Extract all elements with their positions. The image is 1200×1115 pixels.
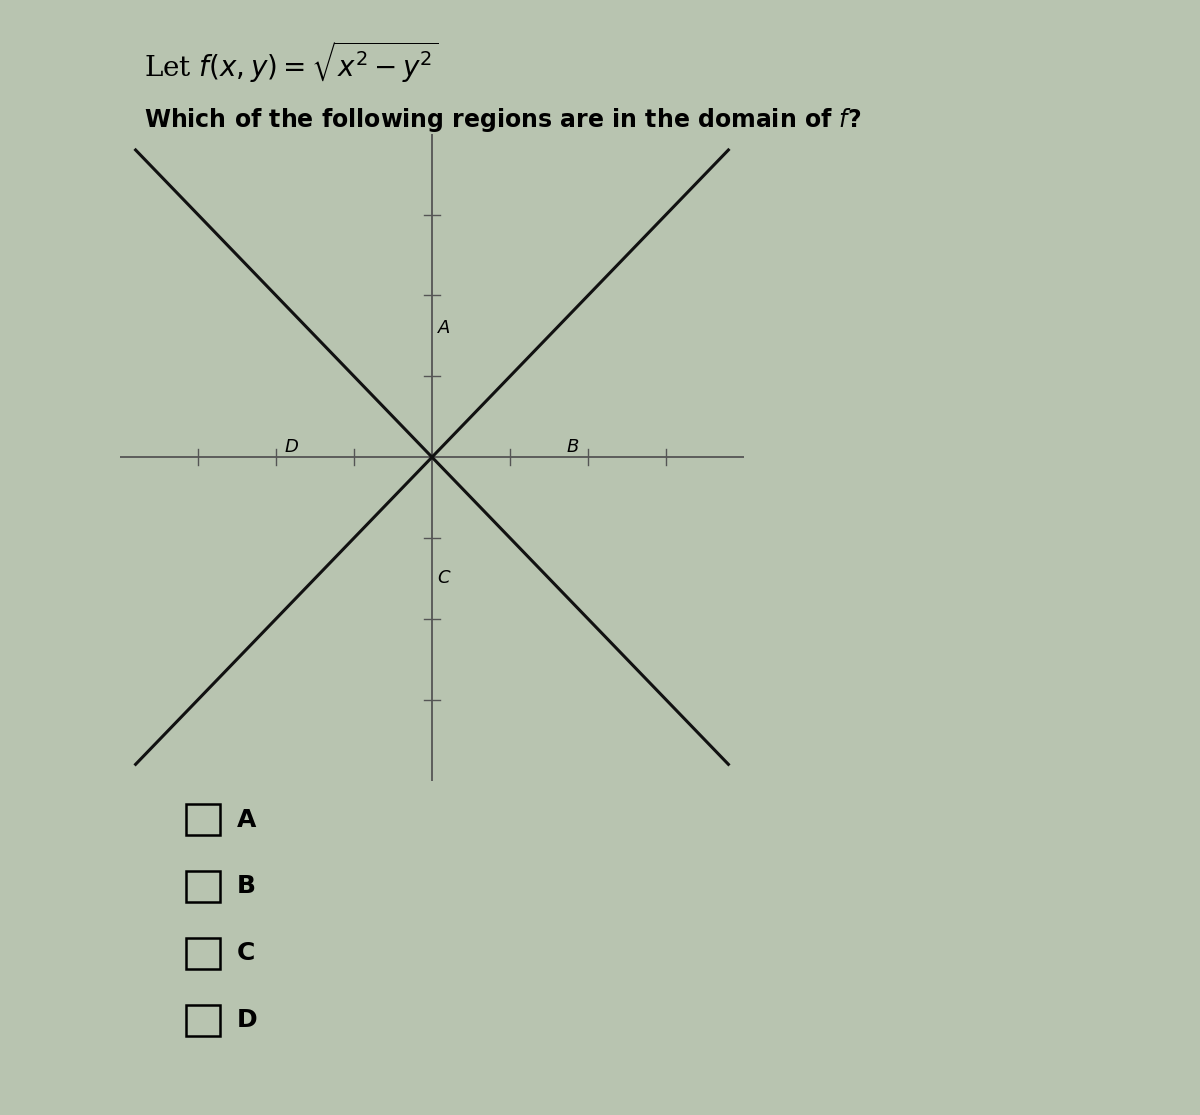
Text: D: D bbox=[284, 438, 299, 456]
Text: A: A bbox=[236, 807, 256, 832]
Text: B: B bbox=[566, 438, 578, 456]
Text: B: B bbox=[236, 874, 256, 899]
Text: D: D bbox=[236, 1008, 257, 1032]
Text: Let $f(x, y) = \sqrt{x^2 - y^2}$: Let $f(x, y) = \sqrt{x^2 - y^2}$ bbox=[144, 39, 439, 85]
Text: A: A bbox=[438, 319, 450, 337]
Text: C: C bbox=[437, 570, 450, 588]
Text: C: C bbox=[236, 941, 254, 966]
Text: Which of the following regions are in the domain of $f$?: Which of the following regions are in th… bbox=[144, 106, 862, 134]
